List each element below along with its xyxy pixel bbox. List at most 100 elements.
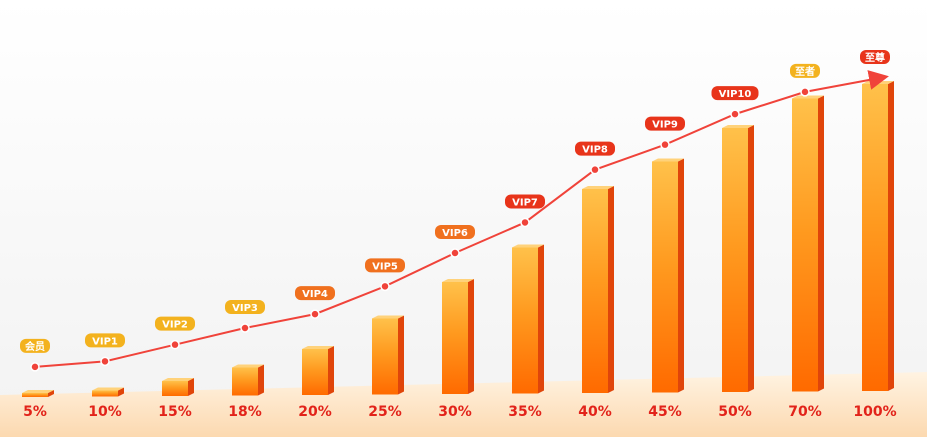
level-badge: 至者 — [790, 63, 820, 78]
bar-front — [162, 381, 188, 396]
level-badge-label: VIP3 — [232, 303, 258, 314]
bar-side — [888, 81, 894, 391]
x-tick-label: 35% — [508, 404, 542, 420]
bar-side — [468, 279, 474, 394]
trend-point — [730, 109, 740, 119]
bar — [372, 315, 404, 395]
level-badge-label: VIP6 — [442, 228, 468, 239]
level-badge-label: 至尊 — [865, 51, 885, 64]
bar-front — [22, 393, 48, 397]
bar-side — [398, 315, 404, 395]
level-badge-bg — [155, 316, 195, 331]
bar-front — [302, 349, 328, 395]
bar-top — [162, 378, 194, 381]
level-badge: VIP2 — [155, 316, 195, 331]
x-tick-label: 15% — [158, 404, 192, 420]
level-badge-label: VIP2 — [162, 320, 188, 331]
level-badge-bg — [225, 300, 265, 314]
trend-point — [380, 281, 390, 292]
bar-front — [92, 390, 118, 397]
level-badge: VIP10 — [711, 86, 759, 101]
bar-top — [442, 279, 474, 282]
trend-point — [30, 362, 40, 372]
bar-side — [48, 390, 54, 397]
bar — [582, 186, 614, 393]
bar — [862, 81, 894, 391]
x-tick-label: 10% — [88, 404, 122, 420]
bar-top — [22, 390, 54, 393]
bar-top — [232, 364, 264, 368]
bar — [722, 125, 754, 392]
level-badge: VIP5 — [365, 258, 405, 273]
x-tick-label: 40% — [578, 404, 612, 420]
bar-front — [792, 98, 818, 392]
bar — [92, 387, 124, 397]
bar-side — [748, 125, 754, 392]
trend-point — [450, 248, 460, 258]
level-badge-label: VIP8 — [582, 145, 608, 156]
bar — [162, 378, 194, 396]
bar-side — [328, 346, 334, 395]
level-badge: VIP1 — [85, 333, 125, 348]
bar-front — [652, 161, 678, 393]
x-tick-label: 45% — [648, 404, 682, 420]
level-badge-bg — [435, 225, 475, 239]
level-badge: VIP4 — [295, 286, 335, 301]
bar-side — [818, 95, 824, 392]
bar-front — [512, 247, 538, 394]
x-tick-label: 5% — [23, 404, 47, 420]
level-badge: VIP9 — [645, 116, 685, 131]
x-tick-label: 25% — [368, 404, 402, 420]
level-badge-bg — [575, 141, 615, 156]
bar-front — [442, 282, 468, 394]
bar-front — [722, 128, 748, 392]
bar-side — [258, 364, 264, 396]
bar — [512, 244, 544, 394]
bar — [652, 158, 684, 393]
bar-top — [512, 244, 544, 248]
level-badge-label: VIP1 — [92, 336, 118, 347]
x-tick-label: 30% — [438, 404, 472, 420]
level-badge-bg — [860, 50, 890, 64]
bar — [232, 364, 264, 396]
x-tick-label: 20% — [298, 404, 332, 420]
bars-group — [22, 81, 894, 397]
bar-top — [792, 95, 824, 99]
level-badge-bg — [790, 63, 820, 78]
level-badge: VIP7 — [505, 194, 545, 209]
level-badge-label: VIP9 — [652, 120, 678, 131]
level-badge-label: VIP10 — [719, 89, 752, 100]
trend-point — [310, 309, 320, 319]
x-labels-group: 5% 10% 15% 18% 20% 25% 30% 35% 40% 45% 50% 70% 100% — [23, 404, 897, 420]
bar — [442, 279, 474, 394]
bar-top — [652, 158, 684, 162]
level-badge-bg — [365, 258, 405, 273]
bar — [792, 95, 824, 392]
trend-point — [240, 323, 250, 333]
bar-top — [92, 387, 124, 391]
bar-side — [678, 158, 684, 393]
bar-side — [538, 244, 544, 394]
bar-front — [582, 189, 608, 393]
trend-point — [660, 139, 670, 150]
level-badge-bg — [711, 86, 759, 101]
level-badge-label: 至者 — [795, 65, 815, 78]
trend-point — [170, 339, 180, 350]
trend-point — [800, 87, 810, 97]
level-badge-bg — [20, 338, 50, 353]
level-badge-bg — [645, 116, 685, 131]
x-tick-label: 100% — [853, 404, 896, 420]
bar — [302, 346, 334, 395]
level-badge-bg — [505, 194, 545, 209]
level-badge: VIP6 — [435, 225, 475, 239]
x-tick-label: 70% — [788, 404, 822, 420]
bar-top — [372, 315, 404, 319]
trend-point — [590, 164, 600, 175]
level-badge: VIP8 — [575, 141, 615, 156]
level-badges-group: 会员 VIP1 VIP2 VIP3 VIP4 VIP5 VIP6 VIP7 VIP8 VIP9 VI… — [20, 50, 890, 353]
bar — [22, 390, 54, 397]
level-badge: 至尊 — [860, 50, 890, 64]
level-badge-label: VIP4 — [302, 289, 328, 300]
level-badge-bg — [295, 286, 335, 301]
